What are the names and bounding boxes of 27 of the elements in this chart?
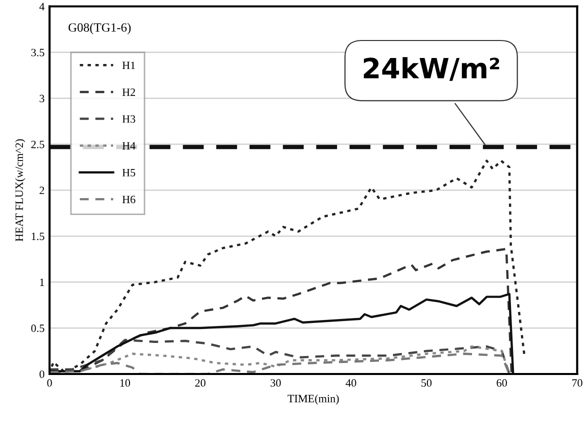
x-tick-label: 10 <box>120 379 130 387</box>
y-tick-label: 0 <box>40 370 44 378</box>
y-tick-label: 1.5 <box>32 232 44 240</box>
y-tick-label: 2 <box>40 186 44 194</box>
legend-label: H3 <box>122 115 136 123</box>
x-tick-label: 40 <box>346 379 356 387</box>
y-axis-title: HEAT FLUX(w/cm^2) <box>15 139 26 242</box>
legend-label: H1 <box>122 62 135 70</box>
x-tick-label: 20 <box>195 379 206 387</box>
annotation: 24kW/m² <box>364 57 500 81</box>
x-tick-label: 50 <box>422 379 432 387</box>
x-axis-title: TIME(min) <box>288 394 339 405</box>
text: G08(TG1-6) <box>68 22 131 34</box>
legend-label: H5 <box>122 169 136 176</box>
x-tick-label: 0 <box>47 379 52 387</box>
y-tick-label: 2.5 <box>31 140 44 148</box>
x-tick-label: 70 <box>572 379 582 387</box>
legend-label: H4 <box>122 142 136 150</box>
legend-label: H6 <box>122 196 136 204</box>
x-tick-label: 30 <box>270 379 281 387</box>
y-tick-label: 3.5 <box>31 48 44 56</box>
x-tick-label: 60 <box>496 379 507 387</box>
y-tick-label: 0.5 <box>31 324 44 332</box>
y-tick-label: 4 <box>39 2 45 10</box>
legend-label: H2 <box>122 88 136 96</box>
y-tick-label: 1 <box>40 278 44 286</box>
y-tick-label: 3 <box>40 94 44 102</box>
